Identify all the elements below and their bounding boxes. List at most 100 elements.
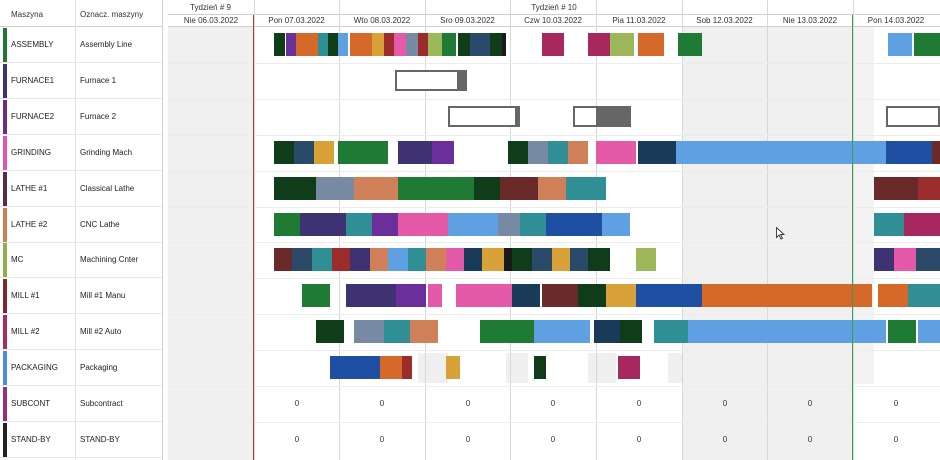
task-bar[interactable] — [538, 177, 566, 200]
task-bar[interactable] — [888, 33, 912, 56]
task-bar[interactable] — [274, 33, 285, 56]
task-bar[interactable] — [638, 33, 664, 56]
task-bar[interactable] — [908, 284, 940, 307]
task-bar[interactable] — [292, 248, 312, 271]
task-bar[interactable] — [370, 248, 388, 271]
task-bar[interactable] — [878, 284, 908, 307]
task-bar[interactable] — [568, 141, 588, 164]
task-bar[interactable] — [578, 284, 606, 307]
task-bar[interactable] — [398, 177, 474, 200]
task-bar[interactable] — [874, 213, 904, 236]
task-bar[interactable] — [532, 248, 552, 271]
task-bar[interactable] — [546, 213, 602, 236]
task-bar[interactable] — [394, 33, 406, 56]
task-bar[interactable] — [448, 213, 498, 236]
task-bar[interactable] — [332, 248, 350, 271]
task-bar[interactable] — [384, 320, 410, 343]
task-bar[interactable] — [918, 177, 940, 200]
task-bar[interactable] — [888, 320, 916, 343]
task-bar[interactable] — [470, 33, 490, 56]
task-bar[interactable] — [426, 248, 446, 271]
task-bar[interactable] — [678, 33, 702, 56]
task-bar[interactable] — [328, 33, 338, 56]
task-bar[interactable] — [402, 356, 412, 379]
task-bar[interactable] — [588, 33, 610, 56]
task-bar[interactable] — [442, 33, 456, 56]
task-bar[interactable] — [418, 33, 428, 56]
machine-row[interactable]: STAND-BY STAND-BY — [0, 422, 162, 458]
task-bar[interactable] — [482, 248, 504, 271]
task-bar[interactable] — [566, 177, 606, 200]
machine-row[interactable]: MILL #1 Mill #1 Manu — [0, 278, 162, 315]
task-bar[interactable] — [552, 248, 570, 271]
machine-row[interactable]: LATHE #2 CNC Lathe — [0, 207, 162, 243]
gantt-timeline[interactable]: Tydzień # 9 Tydzień # 10 Nie 06.03.2022 P… — [168, 0, 940, 460]
task-bar[interactable] — [274, 177, 316, 200]
task-bar[interactable] — [296, 33, 318, 56]
task-bar[interactable] — [512, 248, 532, 271]
task-bar[interactable] — [874, 177, 918, 200]
machine-row[interactable]: MC Machining Cnter — [0, 242, 162, 279]
task-bar[interactable] — [338, 141, 358, 164]
task-bar[interactable] — [688, 320, 886, 343]
task-bar[interactable] — [312, 248, 332, 271]
task-bar[interactable] — [932, 141, 940, 164]
task-bar[interactable] — [446, 248, 464, 271]
column-header-machine[interactable]: Maszyna — [11, 10, 44, 19]
machine-row[interactable]: LATHE #1 Classical Lathe — [0, 171, 162, 207]
task-bar[interactable] — [346, 284, 396, 307]
task-bar[interactable] — [490, 33, 502, 56]
task-bar[interactable] — [372, 213, 398, 236]
task-bar[interactable] — [534, 320, 590, 343]
task-bar[interactable] — [570, 248, 588, 271]
task-bar[interactable] — [702, 284, 872, 307]
task-bar[interactable] — [372, 33, 384, 56]
task-bar[interactable] — [398, 141, 432, 164]
task-bar[interactable] — [354, 320, 384, 343]
task-bar[interactable] — [620, 320, 642, 343]
task-bar[interactable] — [594, 320, 620, 343]
task-bar[interactable] — [428, 284, 442, 307]
task-bar[interactable] — [410, 320, 438, 343]
task-bar[interactable] — [498, 213, 520, 236]
task-bar[interactable] — [396, 284, 426, 307]
task-bar[interactable] — [464, 248, 482, 271]
task-bar[interactable] — [380, 356, 402, 379]
task-bar[interactable] — [894, 248, 916, 271]
machine-row[interactable]: SUBCONT Subcontract — [0, 386, 162, 422]
task-bar[interactable] — [596, 141, 636, 164]
task-bar[interactable] — [618, 356, 640, 379]
task-bar[interactable] — [610, 33, 634, 56]
reserved-slot[interactable] — [448, 106, 520, 127]
task-bar[interactable] — [458, 33, 470, 56]
task-bar[interactable] — [274, 248, 292, 271]
task-bar[interactable] — [318, 33, 328, 56]
task-bar[interactable] — [294, 141, 314, 164]
task-bar[interactable] — [316, 320, 344, 343]
task-bar[interactable] — [606, 284, 636, 307]
task-bar[interactable] — [346, 213, 372, 236]
task-bar[interactable] — [354, 177, 398, 200]
task-bar[interactable] — [480, 320, 534, 343]
column-header-machine-name[interactable]: Oznacz. maszyny — [80, 10, 144, 19]
task-bar[interactable] — [638, 141, 676, 164]
task-bar[interactable] — [286, 33, 296, 56]
task-bar[interactable] — [602, 213, 630, 236]
task-bar[interactable] — [302, 284, 330, 307]
task-bar[interactable] — [274, 141, 294, 164]
task-bar[interactable] — [300, 213, 346, 236]
machine-row[interactable]: ASSEMBLY Assembly Line — [0, 27, 162, 63]
task-bar[interactable] — [676, 141, 886, 164]
task-bar[interactable] — [512, 284, 540, 307]
task-bar[interactable] — [408, 248, 426, 271]
task-bar[interactable] — [542, 284, 578, 307]
task-bar[interactable] — [904, 213, 940, 236]
task-bar[interactable] — [542, 33, 564, 56]
task-bar[interactable] — [446, 356, 460, 379]
task-bar[interactable] — [874, 248, 894, 271]
task-bar[interactable] — [588, 248, 610, 271]
task-bar[interactable] — [474, 177, 500, 200]
machine-row[interactable]: PACKAGING Packaging — [0, 350, 162, 387]
task-bar[interactable] — [350, 33, 372, 56]
task-bar[interactable] — [384, 33, 394, 56]
